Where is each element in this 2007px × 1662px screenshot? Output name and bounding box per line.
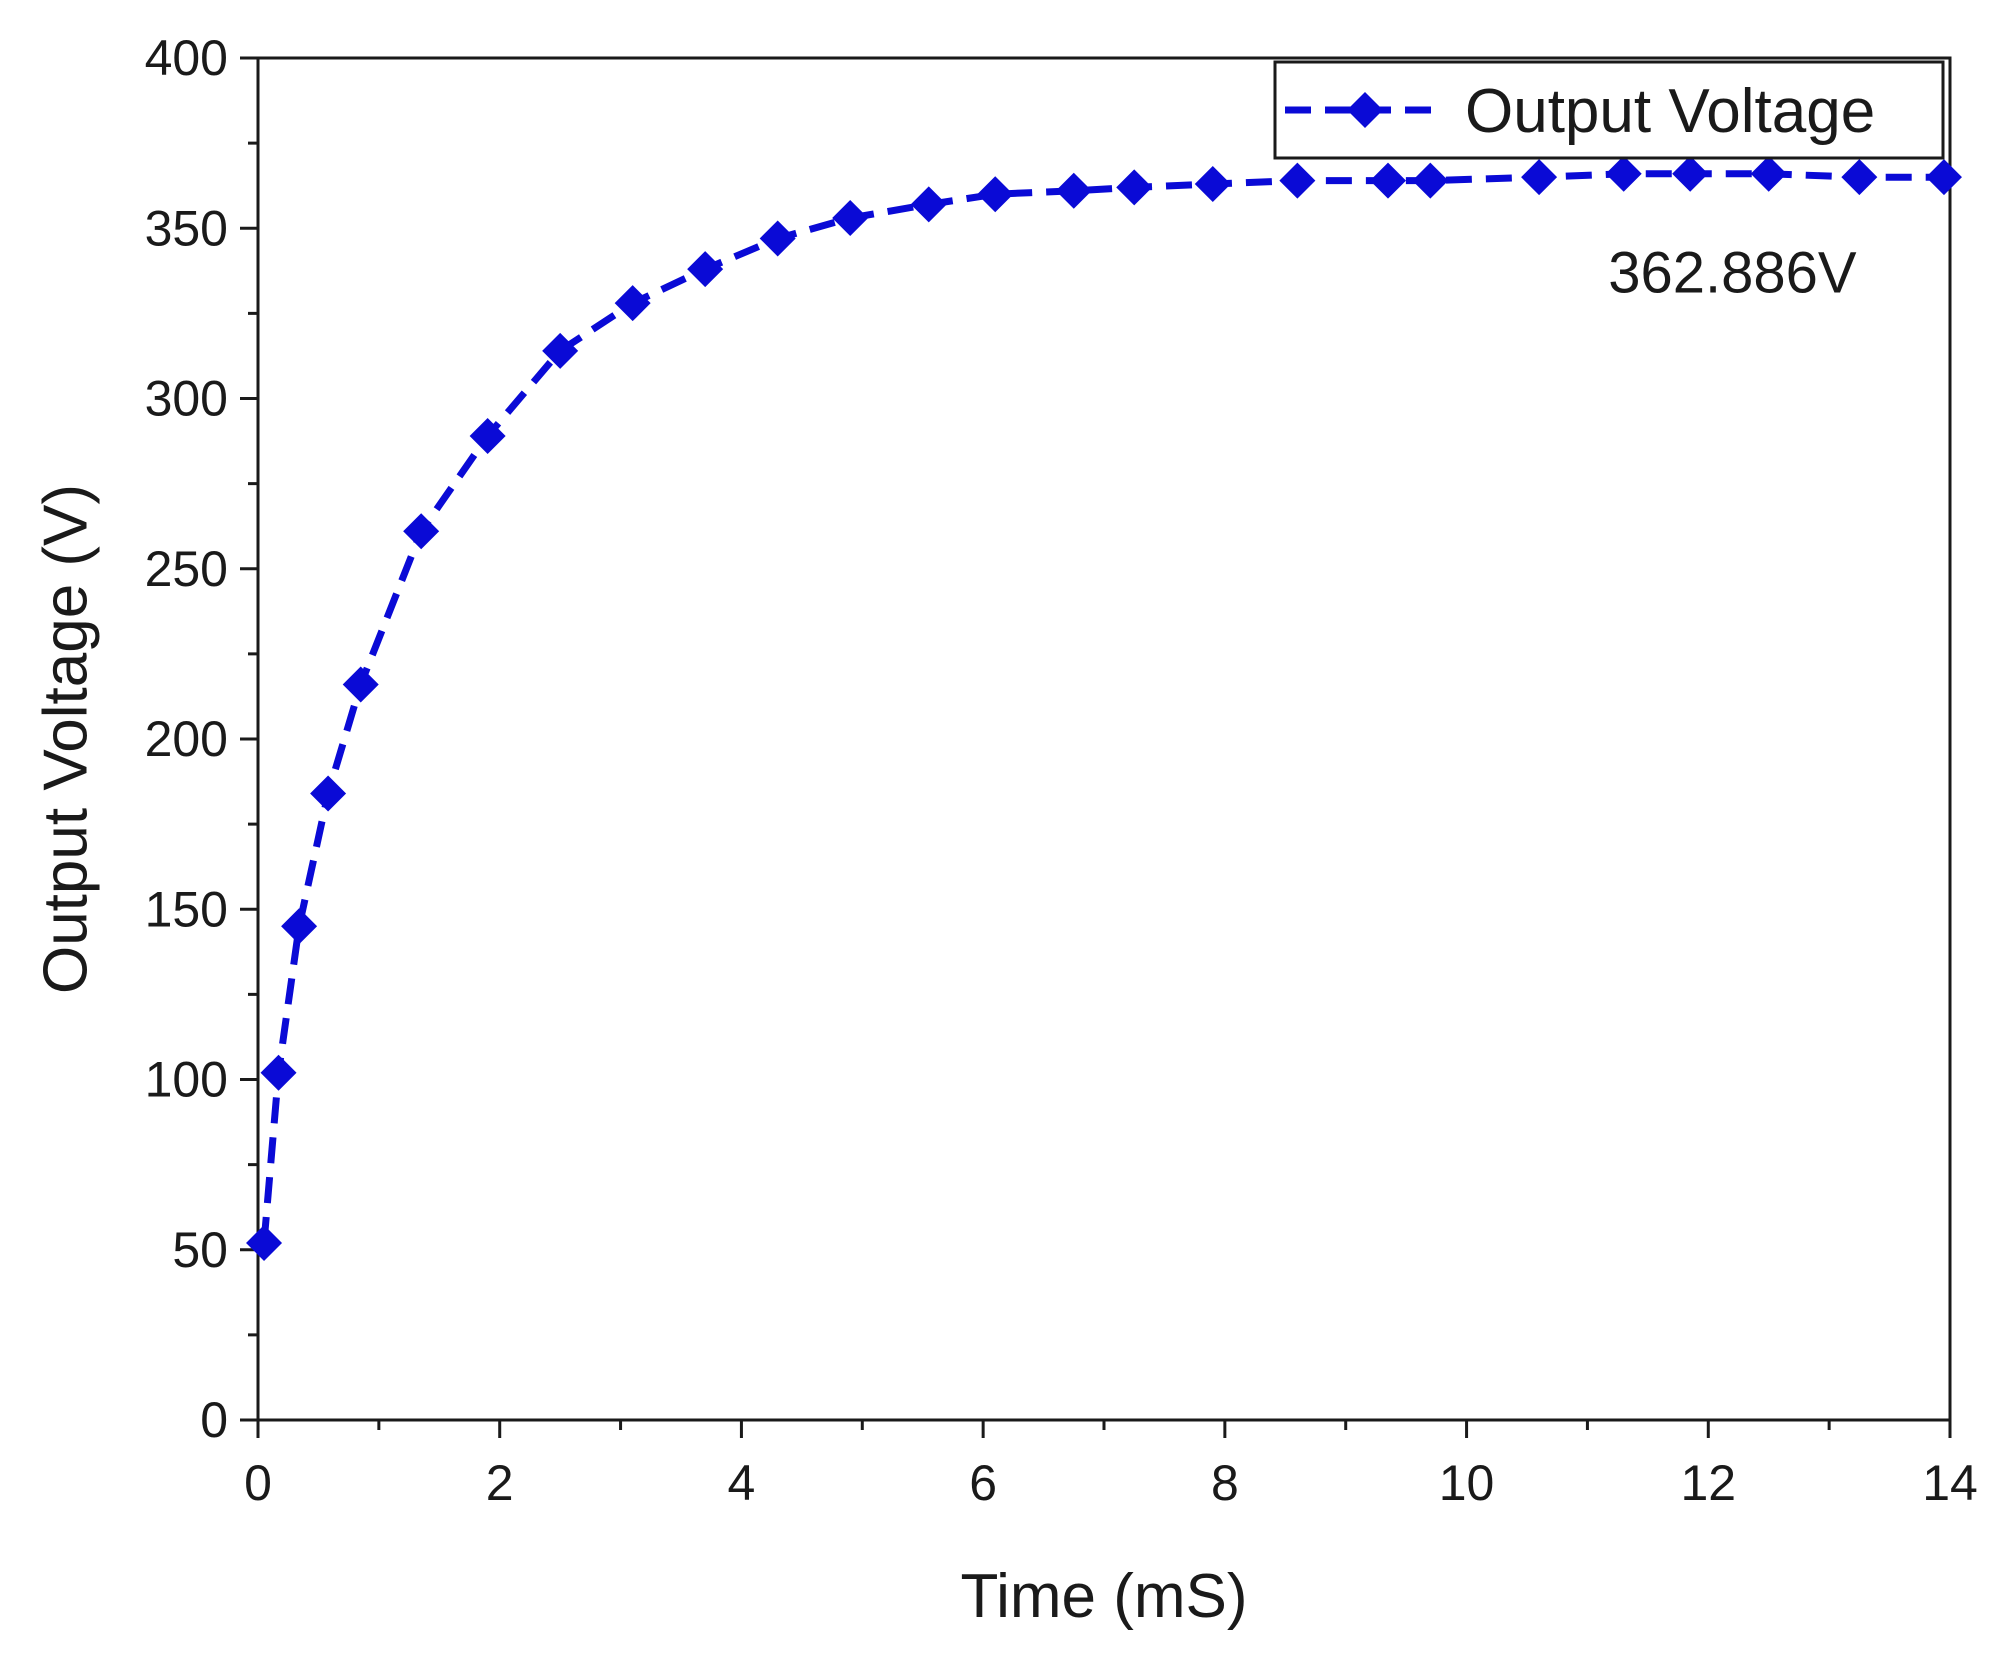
data-point-marker [1370,162,1407,199]
data-point-marker [1750,155,1787,192]
data-point-marker [977,176,1014,213]
legend-label: Output Voltage [1465,77,1875,146]
y-tick-label: 200 [145,711,228,767]
y-tick-label: 250 [145,541,228,597]
data-point-marker [469,417,506,454]
value-annotation: 362.886V [1608,241,1857,306]
x-tick-label: 4 [728,1455,756,1511]
y-tick-label: 350 [145,200,228,256]
y-tick-label: 0 [200,1392,228,1448]
data-point-marker [1194,165,1231,202]
data-point-marker [1116,169,1153,206]
data-point-marker [1055,172,1092,209]
axes: 0 2 4 6 8 10 12 14 0 50 100 150 200 250 300 350 400 Time … [31,30,1977,1631]
data-point-marker [910,186,947,223]
data-point-marker [1672,155,1709,192]
data-point-marker [403,513,440,550]
x-tick-label: 14 [1922,1455,1978,1511]
data-point-marker [260,1054,297,1091]
x-tick-label: 0 [244,1455,272,1511]
series-layer [246,155,1962,1261]
data-point-marker [310,775,347,812]
x-tick-label: 10 [1439,1455,1495,1511]
data-point-marker [1412,162,1449,199]
y-tick-label: 50 [172,1222,228,1278]
y-tick-label: 150 [145,881,228,937]
data-point-marker [1279,162,1316,199]
data-point-marker [687,251,724,288]
x-axis-title: Time (mS) [961,1562,1248,1631]
data-point-marker [832,200,869,237]
data-point-marker [1521,159,1558,196]
y-tick-label: 100 [145,1052,228,1108]
data-point-marker [759,220,796,257]
legend: Output Voltage [1273,60,1945,160]
y-tick-label: 400 [145,30,228,86]
data-point-marker [281,908,318,945]
data-point-marker [246,1224,283,1261]
x-tick-label: 8 [1211,1455,1239,1511]
legend-marker [1347,92,1383,128]
data-point-marker [614,285,651,322]
data-point-marker [542,332,579,369]
data-point-marker [342,666,379,703]
y-tick-label: 300 [145,371,228,427]
x-tick-label: 6 [969,1455,997,1511]
data-point-marker [1925,159,1962,196]
x-tick-label: 2 [486,1455,514,1511]
data-point-marker [1841,159,1878,196]
y-axis-title: Output Voltage (V) [31,484,100,994]
x-tick-label: 12 [1680,1455,1736,1511]
annotations: 362.886V [1608,241,1857,306]
data-point-marker [1605,155,1642,192]
